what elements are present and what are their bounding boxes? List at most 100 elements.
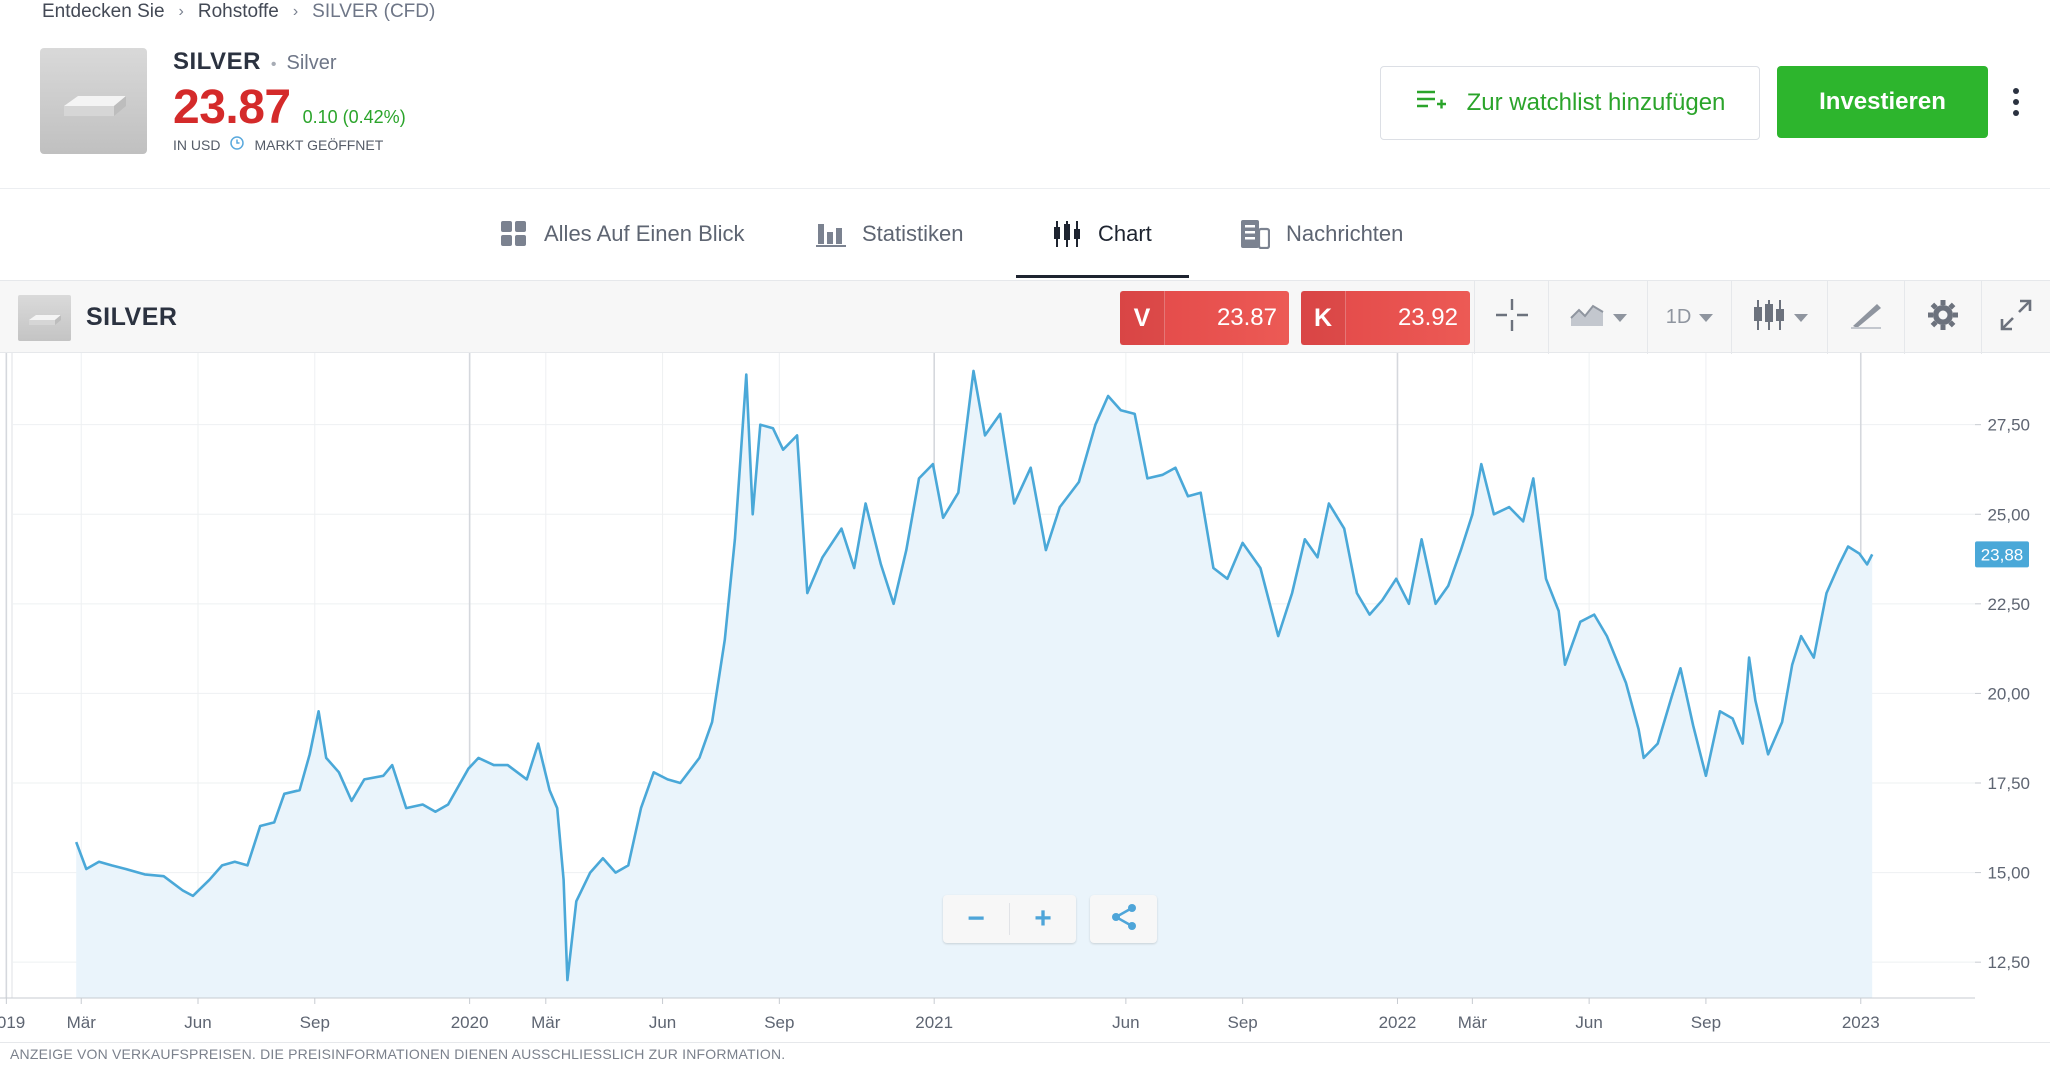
market-meta: IN USD MARKT GEÖFFNET xyxy=(173,136,383,153)
x-tick-label: Jun xyxy=(184,1013,211,1032)
tab-chart[interactable]: Chart xyxy=(1052,189,1152,279)
news-icon xyxy=(1240,219,1270,249)
price-chart-svg[interactable]: 2019 Mär Jun Sep 2020 Mär Jun Sep 2021 Jun Sep 2022… xyxy=(0,353,2050,1043)
x-tick-label: Jun xyxy=(1575,1013,1602,1032)
x-tick-label: Sep xyxy=(1228,1013,1258,1032)
crosshair-button[interactable] xyxy=(1474,281,1548,354)
drawing-tools-button[interactable] xyxy=(1827,281,1904,354)
active-tab-indicator xyxy=(1016,275,1189,278)
y-tick-label: 25,00 xyxy=(1987,505,2030,524)
sell-label: V xyxy=(1120,291,1165,345)
sell-price-button[interactable]: V 23.87 xyxy=(1120,291,1289,345)
y-tick-label: 27,50 xyxy=(1987,416,2030,435)
x-tick-label: Sep xyxy=(764,1013,794,1032)
x-tick-label: 2021 xyxy=(915,1013,953,1032)
price-chart[interactable]: 2019 Mär Jun Sep 2020 Mär Jun Sep 2021 Jun Sep 2022… xyxy=(0,353,2050,1043)
price-series-line xyxy=(74,369,1874,982)
last-price-label: 23,88 xyxy=(1981,545,2024,564)
area-chart-icon xyxy=(1569,300,1605,336)
last-price-badge xyxy=(1975,541,2029,568)
zoom-separator xyxy=(1009,903,1010,935)
price-change: 0.10 (0.42%) xyxy=(302,107,406,127)
share-button[interactable] xyxy=(1090,895,1157,943)
clock-icon xyxy=(230,136,245,153)
y-tick-label: 12,50 xyxy=(1987,953,2030,972)
fullscreen-button[interactable] xyxy=(1981,281,2050,354)
timeframe-dropdown[interactable]: 1D xyxy=(1647,281,1731,354)
price-row: 23.87 0.10 (0.42%) xyxy=(173,80,406,135)
x-tick-label: Jun xyxy=(1112,1013,1139,1032)
x-tick-label: Mär xyxy=(1458,1013,1488,1032)
chevron-down-icon xyxy=(1699,313,1714,322)
tab-label: Alles Auf Einen Blick xyxy=(544,221,745,246)
separator-dot: • xyxy=(270,56,277,73)
price-area-fill xyxy=(76,370,1873,998)
x-tick-label: Jun xyxy=(649,1013,676,1032)
crosshair-icon xyxy=(1494,297,1530,339)
more-options-icon[interactable] xyxy=(2004,80,2028,124)
gear-icon xyxy=(1926,298,1960,338)
breadcrumb-item-discover[interactable]: Entdecken Sie xyxy=(42,1,165,22)
buy-label: K xyxy=(1301,291,1346,345)
timeframe-label: 1D xyxy=(1665,306,1692,328)
chart-toolbar: SILVER V 23.87 K 23.92 1D xyxy=(0,280,2050,354)
grid-icon xyxy=(500,220,528,248)
buy-price-button[interactable]: K 23.92 xyxy=(1301,291,1470,345)
silver-bar-logo xyxy=(18,295,71,341)
chevron-right-icon: › xyxy=(292,3,299,20)
chart-bottom-divider xyxy=(0,1042,2050,1043)
market-status: MARKT GEÖFFNET xyxy=(254,136,384,153)
tab-overview[interactable]: Alles Auf Einen Blick xyxy=(500,189,745,279)
x-tick-label: 2019 xyxy=(0,1013,25,1032)
chevron-down-icon xyxy=(1613,313,1627,322)
expand-icon xyxy=(1999,298,2033,338)
breadcrumb-item-current: SILVER (CFD) xyxy=(312,1,436,22)
tab-label: Chart xyxy=(1098,221,1152,246)
current-price: 23.87 xyxy=(173,81,291,134)
currency-label: IN USD xyxy=(173,136,221,153)
zoom-out-button[interactable]: − xyxy=(967,902,985,935)
candlestick-icon xyxy=(1752,298,1786,338)
x-tick-label: Mär xyxy=(67,1013,97,1032)
x-tick-label: 2022 xyxy=(1379,1013,1417,1032)
add-to-watchlist-button[interactable]: Zur watchlist hinzufügen xyxy=(1380,66,1760,140)
chart-symbol: SILVER xyxy=(86,303,178,331)
tab-statistics[interactable]: Statistiken xyxy=(816,189,964,279)
zoom-in-button[interactable]: + xyxy=(1034,902,1052,935)
tab-label: Nachrichten xyxy=(1286,221,1404,246)
instrument-title: SILVER • Silver xyxy=(173,48,337,76)
add-list-icon xyxy=(1415,88,1447,119)
x-tick-label: Sep xyxy=(1691,1013,1721,1032)
bar-stats-icon xyxy=(816,220,846,248)
x-tick-label: 2020 xyxy=(451,1013,489,1032)
y-tick-label: 22,50 xyxy=(1987,595,2030,614)
breadcrumb-item-commodities[interactable]: Rohstoffe xyxy=(197,1,279,22)
y-tick-label: 17,50 xyxy=(1987,774,2030,793)
chevron-down-icon xyxy=(1793,313,1808,322)
price-disclaimer: ANZEIGE VON VERKAUFSPREISEN. DIE PREISIN… xyxy=(10,1046,786,1062)
buy-price: 23.92 xyxy=(1397,304,1458,331)
sell-price: 23.87 xyxy=(1216,304,1277,331)
x-tick-label: 2023 xyxy=(1842,1013,1880,1032)
chart-type-dropdown[interactable] xyxy=(1548,281,1647,354)
instrument-name: Silver xyxy=(286,52,337,74)
indicators-dropdown[interactable] xyxy=(1731,281,1827,354)
x-tick-label: Mär xyxy=(531,1013,561,1032)
chevron-right-icon: › xyxy=(178,3,184,20)
instrument-tabs: Alles Auf Einen Blick Statistiken Chart … xyxy=(0,189,2050,279)
watchlist-label: Zur watchlist hinzufügen xyxy=(1466,89,1726,116)
zoom-controls: − + xyxy=(943,895,1076,943)
candlestick-icon xyxy=(1052,219,1082,249)
pencil-icon xyxy=(1849,300,1883,336)
x-tick-label: Sep xyxy=(300,1013,330,1032)
tabs-divider xyxy=(0,188,2050,189)
silver-bar-logo xyxy=(40,48,147,154)
settings-button[interactable] xyxy=(1904,281,1981,354)
tab-news[interactable]: Nachrichten xyxy=(1240,189,1403,279)
y-tick-label: 15,00 xyxy=(1987,864,2030,883)
y-tick-label: 20,00 xyxy=(1987,684,2030,703)
share-icon xyxy=(1110,903,1138,936)
breadcrumb: Entdecken Sie › Rohstoffe › SILVER (CFD) xyxy=(42,0,435,24)
instrument-symbol: SILVER xyxy=(173,48,261,75)
invest-button[interactable]: Investieren xyxy=(1777,66,1988,138)
